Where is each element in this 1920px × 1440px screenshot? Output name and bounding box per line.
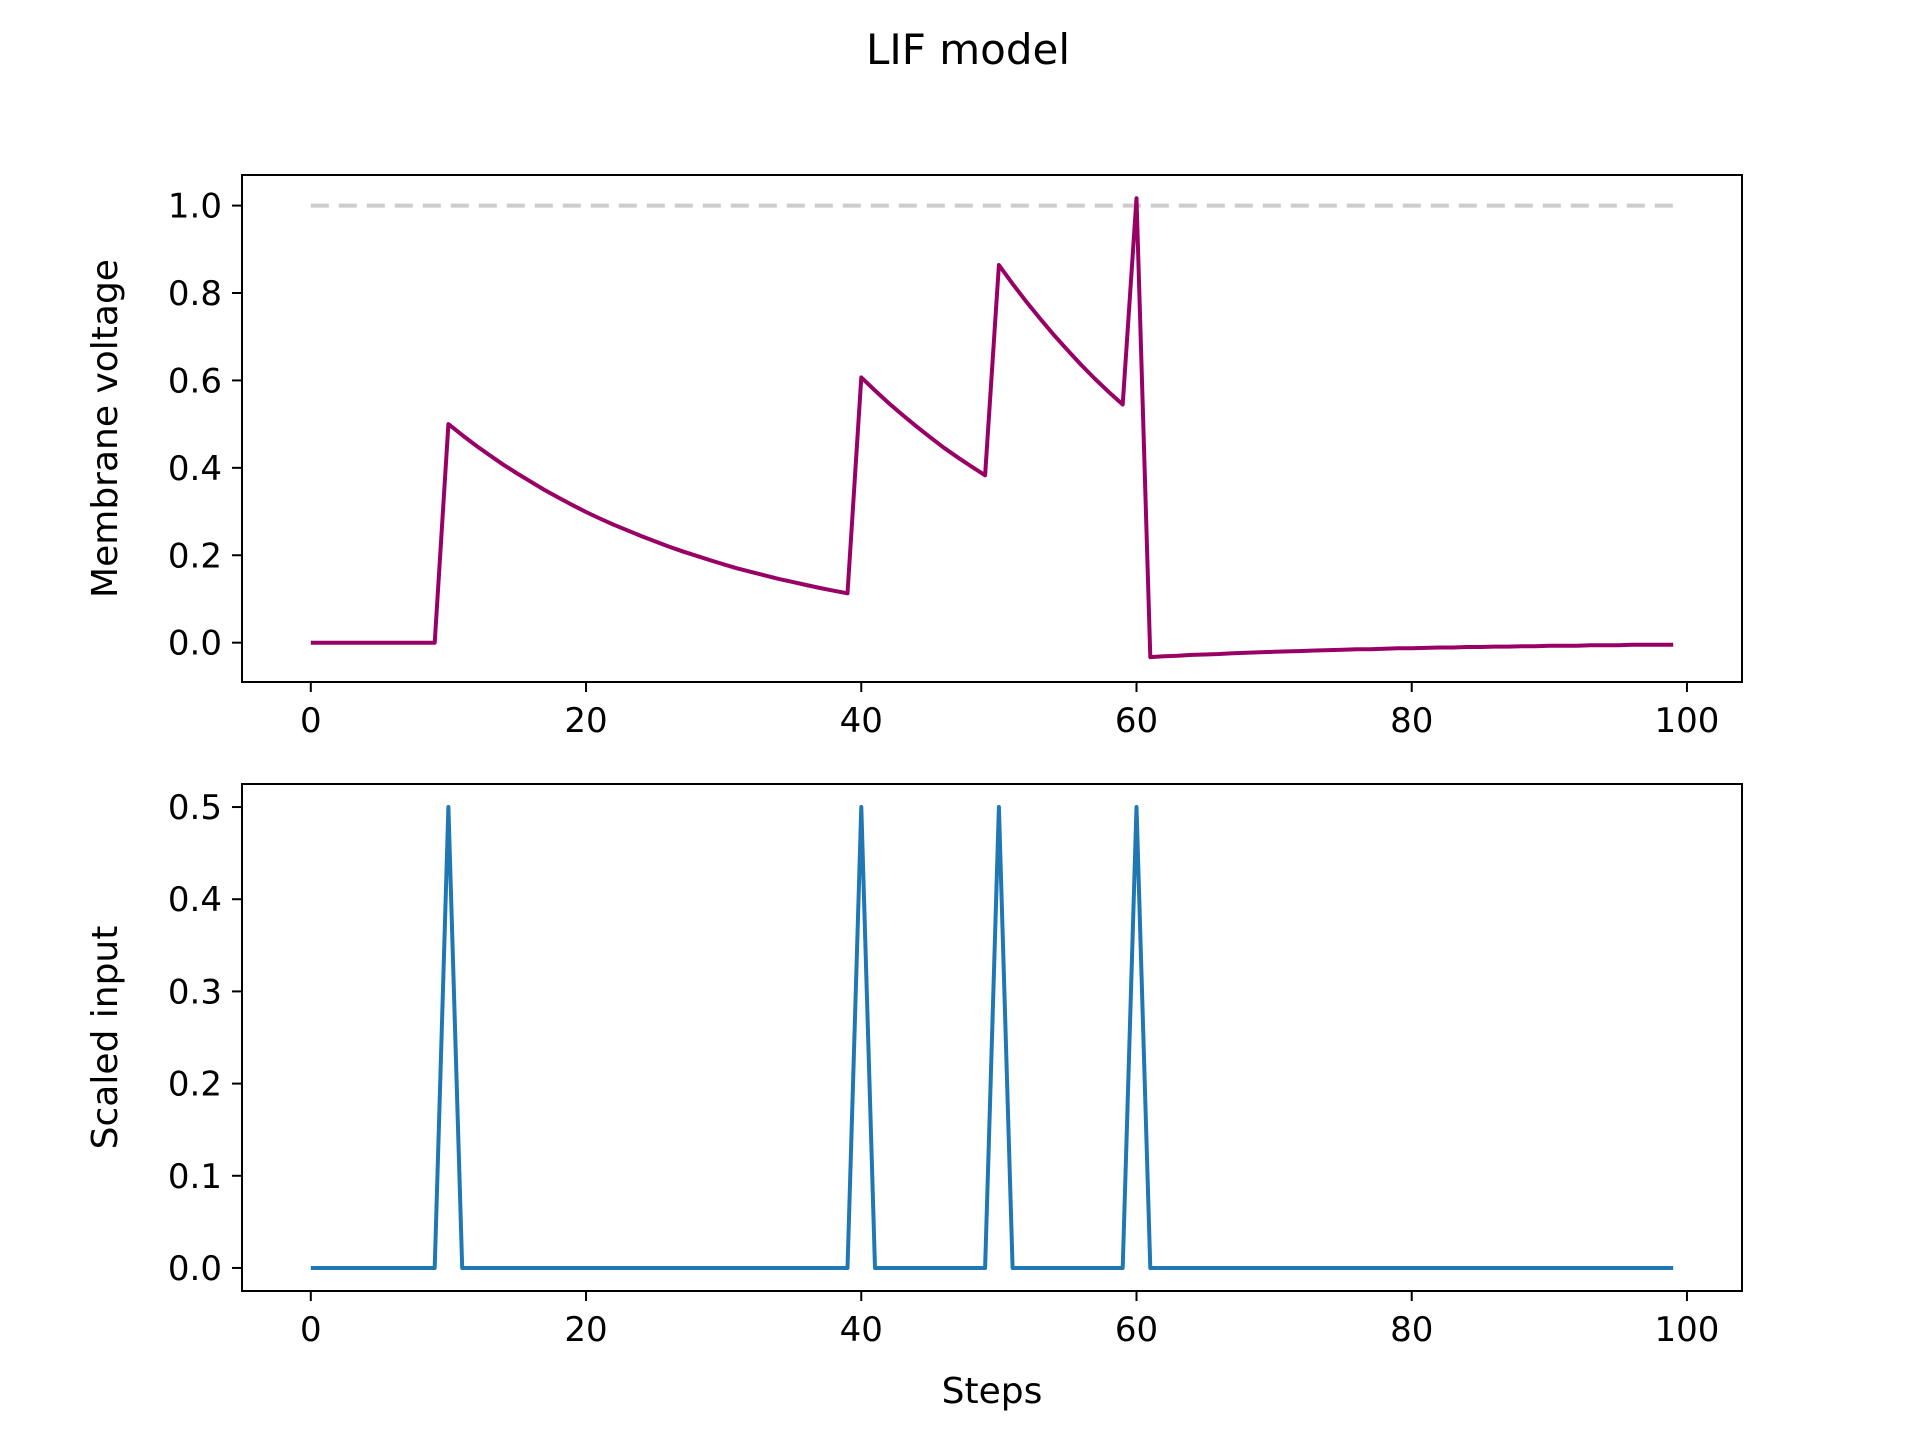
y-axis-label: Scaled input — [85, 926, 126, 1150]
y-tick-label: 0.6 — [168, 361, 222, 401]
y-tick-label: 0.2 — [168, 536, 222, 576]
y-tick-label: 0.1 — [168, 1157, 222, 1197]
x-tick-label: 20 — [564, 701, 607, 741]
x-tick-label: 0 — [300, 1310, 322, 1350]
y-tick-label: 0.0 — [168, 1249, 222, 1289]
x-tick-label: 20 — [564, 1310, 607, 1350]
y-tick-label: 1.0 — [168, 187, 222, 227]
x-tick-label: 100 — [1655, 701, 1720, 741]
y-tick-label: 0.0 — [168, 624, 222, 664]
x-tick-label: 60 — [1115, 1310, 1158, 1350]
y-tick-label: 0.4 — [168, 449, 222, 489]
x-tick-label: 40 — [840, 1310, 883, 1350]
y-tick-label: 0.8 — [168, 274, 222, 314]
axes-frame — [241, 174, 1743, 683]
y-tick-label: 0.2 — [168, 1065, 222, 1105]
subplot-1: 0 20 40 60 80 100 0.0 0.2 0.4 0.6 0.8 1.0 Membrane v… — [85, 174, 1743, 741]
x-tick-label: 40 — [840, 701, 883, 741]
scaled-input-line — [310, 805, 1674, 1270]
axes-frame — [241, 783, 1743, 1292]
panels: 0 20 40 60 80 100 0.0 0.2 0.4 0.6 0.8 1.0 Membrane v… — [85, 174, 1743, 1412]
x-axis-label: Steps — [942, 1371, 1043, 1412]
y-tick-label: 0.5 — [168, 788, 222, 828]
x-tick-label: 60 — [1115, 701, 1158, 741]
figure-title: LIF model — [866, 25, 1070, 74]
x-tick-label: 0 — [300, 701, 322, 741]
y-tick-label: 0.3 — [168, 972, 222, 1012]
y-axis-label: Membrane voltage — [85, 259, 126, 598]
x-tick-label: 80 — [1390, 701, 1433, 741]
membrane-voltage-line — [310, 196, 1674, 660]
x-tick-label: 100 — [1655, 1310, 1720, 1350]
x-tick-label: 80 — [1390, 1310, 1433, 1350]
y-tick-label: 0.4 — [168, 880, 222, 920]
subplot-2: 0 20 40 60 80 100 0.0 0.1 0.2 0.3 0.4 0.5 Scaled inp… — [85, 783, 1743, 1412]
